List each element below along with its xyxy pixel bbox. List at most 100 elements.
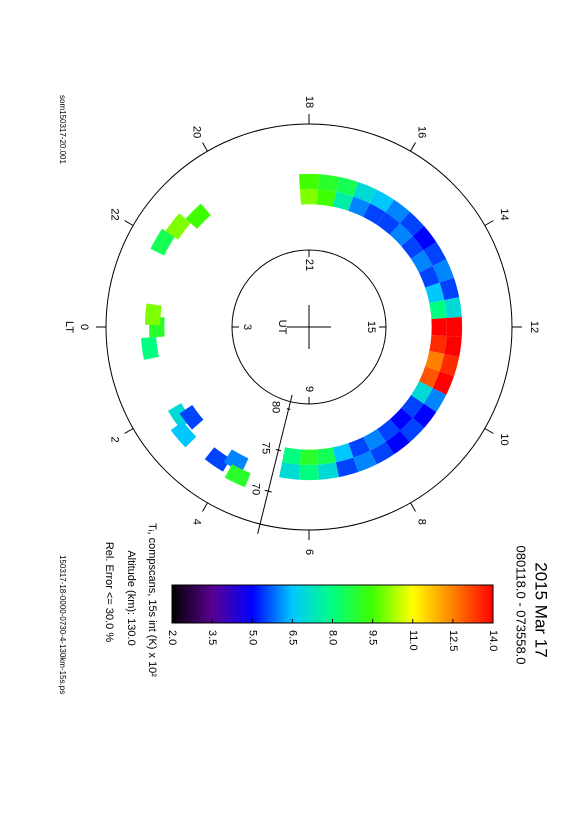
data-cell	[418, 266, 440, 288]
data-cell	[423, 387, 447, 413]
chart-title: 2015 Mar 17	[532, 562, 551, 657]
data-cell	[425, 350, 445, 372]
colorbar-tick-label: 3.5	[206, 630, 218, 645]
lt-tick-label: 8	[416, 519, 428, 525]
data-cell	[335, 457, 359, 478]
lt-tick-label: 18	[303, 96, 315, 108]
data-cell	[179, 405, 204, 430]
colorbar	[171, 584, 494, 624]
data-cell	[353, 450, 377, 472]
lt-tick-label: 6	[303, 549, 315, 555]
inner-label: UT	[276, 320, 288, 335]
data-cell	[150, 228, 175, 256]
data-cell	[224, 464, 251, 488]
data-cell	[444, 336, 462, 357]
data-cell	[399, 211, 425, 237]
lt-tick	[202, 502, 208, 512]
ut-tick-label: 3	[241, 324, 253, 330]
annotation: Rel. Error <= 30.0 %	[103, 542, 115, 642]
data-cell	[377, 212, 400, 235]
data-cell	[418, 366, 440, 388]
data-cell	[385, 199, 410, 224]
lat-tick-label: 80	[270, 401, 282, 413]
lt-tick-label: 0	[78, 324, 90, 330]
colorbar-tick-label: 14.0	[487, 630, 499, 651]
data-cell	[385, 430, 410, 455]
data-cell	[399, 417, 425, 443]
data-cell	[144, 303, 162, 326]
data-cell	[332, 191, 354, 211]
data-cell	[348, 436, 370, 458]
lt-tick-label: 4	[191, 519, 203, 525]
footer-left: som150317-20.001	[58, 95, 67, 164]
data-cell	[410, 381, 433, 404]
lat-tick-label: 70	[249, 483, 261, 495]
data-cell	[363, 428, 386, 451]
theta-label: LT	[63, 321, 75, 333]
data-cell	[439, 277, 460, 301]
data-cell	[410, 250, 433, 273]
data-cell	[425, 282, 445, 304]
data-cell	[377, 419, 400, 442]
data-cell	[170, 421, 197, 448]
lt-tick-label: 20	[191, 126, 203, 138]
colorbar-tick-label: 8.0	[327, 630, 339, 645]
data-cell	[369, 441, 395, 465]
colorbar-tick-label: 2.0	[166, 630, 178, 645]
data-cell	[412, 403, 437, 428]
lt-tick	[410, 142, 416, 152]
data-cell	[389, 223, 413, 247]
lt-tick-label: 2	[108, 436, 120, 442]
data-cell	[318, 174, 339, 192]
ut-tick-label: 9	[303, 386, 315, 392]
data-cell	[446, 316, 463, 338]
lt-tick	[202, 142, 208, 152]
colorbar-tick-label: 12.5	[447, 630, 459, 651]
data-cell	[353, 182, 377, 204]
data-cell	[298, 173, 320, 190]
data-cell	[401, 236, 424, 259]
lat-tick	[286, 408, 291, 410]
data-cell	[298, 464, 320, 481]
data-cell	[317, 447, 336, 465]
chart-subtitle: 080118.0 - 073558.0	[514, 545, 529, 664]
data-cell	[432, 259, 454, 283]
data-cell	[279, 462, 300, 480]
data-cell	[412, 226, 437, 251]
lt-tick	[124, 428, 134, 434]
data-cell	[332, 443, 354, 463]
data-cell	[282, 447, 301, 465]
data-cell	[389, 407, 413, 431]
colorbar-tick-label: 6.5	[286, 630, 298, 645]
lat-tick	[264, 489, 272, 493]
lt-tick-label: 12	[528, 321, 540, 333]
data-cell	[429, 300, 447, 319]
data-cell	[429, 335, 447, 354]
latitude-axis	[257, 394, 293, 534]
data-cell	[165, 213, 191, 240]
ut-tick-label: 15	[365, 321, 377, 333]
colorbar-tick-label: 11.0	[407, 630, 419, 651]
colorbar-tick-label: 9.5	[367, 630, 379, 645]
data-cell	[363, 203, 386, 226]
footer-right: 150317-18-0000-0730-4-130km-15s.ps	[58, 555, 67, 694]
lat-tick-label: 75	[260, 442, 272, 454]
data-cell	[401, 395, 424, 418]
lt-tick-label: 14	[498, 208, 510, 220]
colorbar-tick-label: 5.0	[246, 630, 258, 645]
data-cell	[318, 462, 339, 480]
lt-tick-label: 16	[416, 126, 428, 138]
data-cell	[348, 196, 370, 218]
data-cell	[439, 353, 460, 377]
data-cell	[185, 203, 211, 229]
data-cell	[317, 189, 336, 207]
ut-tick-label: 21	[303, 259, 315, 271]
lt-tick	[124, 220, 134, 226]
data-cell	[432, 371, 454, 395]
data-cell	[444, 297, 462, 318]
data-cell	[223, 449, 249, 473]
data-cell	[141, 337, 159, 360]
data-cell	[423, 241, 447, 267]
